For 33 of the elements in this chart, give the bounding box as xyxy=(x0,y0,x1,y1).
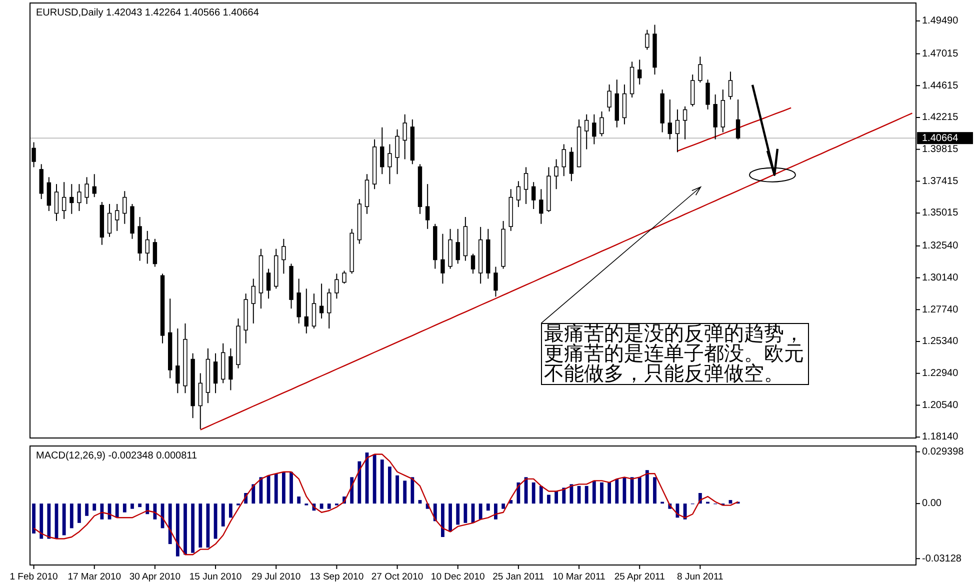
y-tick-label: 1.27740 xyxy=(922,304,959,316)
text: EURUSD,Daily 1.42043 1.42264 1.40566 1.40664 xyxy=(36,8,260,19)
y-tick-label: 1.20540 xyxy=(922,400,959,411)
x-tick-label: 13 Sep 2010 xyxy=(310,572,364,583)
y-tick-label: 1.39815 xyxy=(922,144,959,155)
ref-line-label: 1.40664 xyxy=(922,133,959,144)
x-tick-label: 25 Jan 2011 xyxy=(492,572,544,583)
x-tick-label: 27 Oct 2010 xyxy=(371,572,424,583)
y-tick-label: 0.00 xyxy=(922,498,942,510)
y-tick-label: 1.44615 xyxy=(922,80,959,92)
y-tick-label: 1.37415 xyxy=(922,176,959,187)
y-tick-label: 1.49490 xyxy=(922,16,959,27)
y-tick-label: 1.35015 xyxy=(922,208,959,219)
x-tick-label: 17 Mar 2010 xyxy=(68,572,122,583)
x-tick-label: 10 Mar 2011 xyxy=(552,572,606,583)
annotation: 最痛苦的是没的反弹的趋势，更痛苦的是连单子都没。欧元不能做多，只能反弹做空。 xyxy=(541,323,810,386)
y-tick-label: 1.22940 xyxy=(922,368,959,379)
x-tick-label: 25 Apr 2011 xyxy=(614,572,665,583)
y-tick-label: 1.18140 xyxy=(922,432,959,443)
x-tick-label: 15 Jun 2010 xyxy=(189,572,242,583)
y-tick-label: -0.03128 xyxy=(922,553,962,564)
y-tick-label: 0.029398 xyxy=(922,446,964,458)
x-tick-label: 10 Dec 2010 xyxy=(430,572,485,583)
y-tick-label: 1.47015 xyxy=(922,48,959,60)
y-tick-label: 1.42215 xyxy=(922,112,959,124)
y-tick-label: 1.30140 xyxy=(922,272,959,284)
x-tick-label: 30 Apr 2010 xyxy=(129,572,181,583)
x-tick-label: 1 Feb 2010 xyxy=(10,572,58,583)
y-tick-label: 1.25340 xyxy=(922,336,959,348)
text: MACD(12,26,9) -0.002348 0.000811 xyxy=(36,450,198,462)
x-tick-label: 29 Jul 2010 xyxy=(252,572,301,583)
x-tick-label: 8 Jun 2011 xyxy=(677,572,724,583)
y-tick-label: 1.32540 xyxy=(922,240,959,252)
